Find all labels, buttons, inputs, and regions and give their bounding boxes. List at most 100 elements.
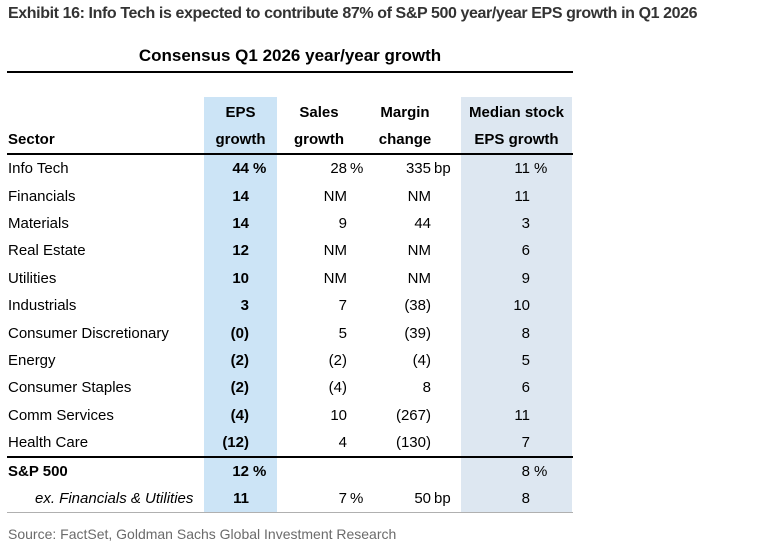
eps-growth-cell: 14: [204, 182, 277, 210]
cell-value: 6: [521, 379, 530, 397]
table-bottom-rule: [7, 512, 573, 514]
cell-value: 335: [405, 160, 431, 178]
sales-growth-cell: (2): [277, 347, 361, 374]
margin-change-cell: (130): [361, 429, 449, 456]
median-eps-growth-cell: 8: [461, 319, 572, 347]
cell-value: (4): [412, 351, 431, 369]
cell-value: NM: [323, 269, 347, 287]
column-spacer: [449, 402, 461, 429]
sales-growth-cell: 9: [277, 210, 361, 237]
summary-row-sp500: S&P 500 12% 8%: [7, 458, 573, 486]
sector-cell: Consumer Discretionary: [8, 324, 169, 342]
cell-value: (2): [230, 379, 249, 397]
cell-unit: %: [253, 160, 267, 178]
eps-growth-cell: (2): [204, 346, 277, 375]
table-title: Consensus Q1 2026 year/year growth: [7, 46, 573, 73]
cell-value: 8: [521, 490, 530, 508]
cell-value: 11: [514, 406, 530, 424]
sector-cell: ex. Financials & Utilities: [35, 490, 194, 508]
table-row: Financials 14 NM NM 11: [7, 182, 573, 210]
cell-unit: %: [350, 490, 364, 508]
column-header-label: Median stock: [468, 104, 565, 121]
column-spacer: [449, 374, 461, 401]
column-header-label: growth: [294, 131, 344, 148]
cell-value: 50: [414, 490, 431, 508]
cell-value: 3: [521, 214, 530, 232]
cell-value: 10: [330, 406, 347, 424]
column-spacer: [449, 237, 461, 264]
table-row: Info Tech 44% 28% 335 bp 11%: [7, 155, 573, 183]
median-eps-growth-cell: 9: [461, 264, 572, 292]
margin-change-cell: 50 bp: [361, 485, 450, 512]
eps-growth-cell: 3: [204, 291, 277, 320]
column-header-label: change: [378, 131, 432, 148]
eps-growth-cell: 44%: [204, 155, 277, 183]
median-eps-growth-cell: 11: [461, 182, 572, 210]
margin-change-cell: NM: [361, 237, 449, 264]
cell-unit: bp: [434, 160, 451, 178]
cell-value: (4): [230, 406, 249, 424]
cell-value: (38): [404, 297, 431, 315]
margin-change-cell: (39): [361, 319, 449, 346]
column-spacer: [449, 210, 461, 237]
sales-growth-cell: [277, 458, 361, 485]
column-spacer: [449, 319, 461, 346]
column-spacer: [449, 458, 461, 485]
median-eps-growth-cell: 6: [461, 237, 572, 265]
summary-row-ex-financials-utilities: ex. Financials & Utilities 11 7% 50 bp 8: [7, 485, 573, 513]
cell-value: 8: [521, 463, 530, 481]
median-eps-growth-cell: 11: [461, 401, 572, 429]
cell-value: NM: [323, 187, 347, 205]
margin-change-cell: 44: [361, 210, 449, 237]
column-spacer: [449, 97, 461, 153]
eps-growth-cell: (0): [204, 319, 277, 347]
median-eps-growth-cell: 8%: [461, 458, 572, 486]
margin-change-cell: NM: [361, 265, 449, 292]
margin-change-cell: 335 bp: [361, 155, 451, 182]
cell-value: 14: [232, 187, 249, 205]
table-row: Consumer Discretionary (0) 5 (39) 8: [7, 319, 573, 347]
cell-unit: %: [534, 463, 548, 481]
sales-growth-cell: 7: [277, 292, 361, 319]
cell-value: (130): [395, 434, 431, 452]
sector-cell: Industrials: [8, 297, 77, 315]
margin-change-cell: (38): [361, 292, 449, 319]
margin-change-cell: NM: [361, 182, 449, 209]
median-eps-growth-cell: 5: [461, 346, 572, 375]
column-header-label: Sector: [8, 131, 55, 148]
column-spacer: [449, 292, 461, 319]
eps-growth-cell: 10: [204, 264, 277, 292]
table-row: Energy (2) (2) (4) 5: [7, 346, 573, 375]
column-header-label: Sales: [299, 104, 339, 121]
cell-value: 10: [513, 297, 530, 315]
cell-value: 44: [414, 214, 431, 232]
cell-value: (2): [328, 351, 347, 369]
cell-value: 5: [338, 324, 347, 342]
median-eps-growth-cell: 10: [461, 291, 572, 320]
margin-change-cell: [361, 458, 449, 485]
margin-change-cell: (4): [361, 347, 449, 374]
cell-unit: %: [253, 463, 267, 481]
cell-value: 14: [232, 214, 249, 232]
margin-change-cell: (267): [361, 402, 449, 429]
sales-growth-cell: NM: [277, 265, 361, 292]
eps-growth-cell: 11: [204, 485, 277, 513]
sector-cell: Financials: [8, 187, 76, 205]
cell-value: 3: [240, 297, 249, 315]
margin-change-cell: 8: [361, 374, 449, 401]
median-eps-growth-cell: 7: [461, 428, 572, 457]
sales-growth-cell: 7%: [277, 485, 364, 512]
cell-value: 4: [338, 434, 347, 452]
sales-growth-cell: 28%: [277, 155, 363, 182]
exhibit-table: Consensus Q1 2026 year/year growth Secto…: [7, 46, 573, 514]
cell-value: (0): [230, 324, 249, 342]
cell-value: 44: [232, 160, 249, 178]
sector-cell: Energy: [8, 351, 56, 369]
eps-growth-cell: 12: [204, 237, 277, 265]
column-header-median-eps-growth: Median stock EPS growth: [461, 97, 572, 153]
table-header: Sector EPS growth Sales growth Margin ch…: [7, 97, 573, 155]
cell-value: 8: [422, 379, 431, 397]
sector-cell: Health Care: [8, 434, 89, 452]
table-row: Industrials 3 7 (38) 10: [7, 291, 573, 320]
sector-cell: S&P 500: [8, 463, 68, 481]
